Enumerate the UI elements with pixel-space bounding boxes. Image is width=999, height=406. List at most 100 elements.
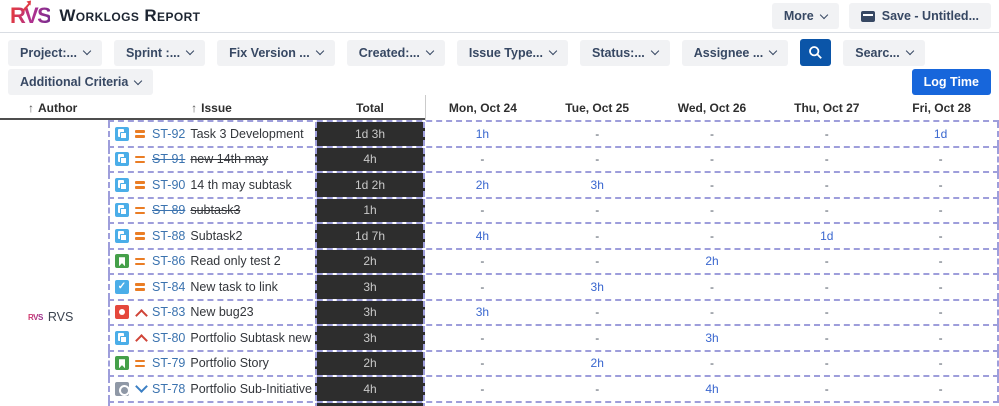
worklog-day-cell[interactable]: 2h: [705, 254, 719, 269]
worklog-day-cell[interactable]: -: [480, 356, 485, 371]
header-underline: [0, 118, 425, 120]
search-more-filter-button[interactable]: Searc...: [843, 39, 925, 66]
issue-key-link[interactable]: ST-90: [152, 177, 186, 192]
issue-key-link[interactable]: ST-78: [152, 381, 186, 396]
worklog-day-cell[interactable]: -: [709, 305, 714, 320]
worklog-day-cell[interactable]: 2h: [475, 177, 490, 192]
worklog-day-cell[interactable]: -: [595, 254, 600, 269]
worklog-day-cell[interactable]: -: [884, 147, 999, 171]
worklog-day-cell[interactable]: -: [480, 254, 485, 269]
worklog-day-cell[interactable]: -: [595, 152, 600, 167]
worklog-day-cell[interactable]: -: [824, 126, 829, 141]
more-button[interactable]: More: [771, 3, 839, 29]
worklog-day-cell[interactable]: 1d: [820, 228, 834, 243]
save-button[interactable]: Save - Untitled...: [848, 3, 991, 29]
worklog-day-cell[interactable]: -: [884, 224, 999, 248]
worklog-day-cell[interactable]: -: [824, 279, 829, 294]
worklog-day-cell[interactable]: 3h: [590, 279, 604, 294]
worklog-day-cell[interactable]: 4h: [475, 228, 490, 243]
worklog-day-cell[interactable]: -: [884, 173, 999, 197]
issue-key-link[interactable]: ST-86: [152, 254, 186, 269]
worklog-day-cell[interactable]: -: [824, 381, 829, 396]
total-cell: 1d 3h: [315, 122, 425, 146]
second-bar: Additional Criteria Log Time: [0, 69, 999, 95]
worklog-day-cell[interactable]: -: [884, 198, 999, 222]
worklog-day-cell[interactable]: -: [824, 254, 829, 269]
filter-label: Project:...: [20, 45, 77, 60]
issue-key-link[interactable]: ST-92: [152, 126, 186, 141]
filter-button-created[interactable]: Created:...: [346, 39, 445, 66]
worklog-day-cell[interactable]: -: [709, 203, 714, 218]
worklog-day-cell[interactable]: -: [824, 152, 829, 167]
issue-cell: ST-86 Read only test 2: [108, 249, 315, 273]
author-label: RVS RVS: [28, 310, 73, 324]
worklog-day-cell[interactable]: -: [709, 177, 714, 192]
worklog-day-cell[interactable]: -: [595, 203, 600, 218]
chevron-down-icon: [819, 10, 828, 19]
worklog-day-cell[interactable]: -: [709, 279, 714, 294]
priority-medium-icon: [134, 280, 147, 293]
worklog-day-cell[interactable]: -: [824, 356, 829, 371]
worklog-day-cell[interactable]: -: [709, 126, 714, 141]
issue-column-header[interactable]: ↑ Issue: [191, 101, 232, 115]
filter-button-status[interactable]: Status:...: [579, 39, 670, 66]
issue-cell: [108, 402, 315, 406]
worklog-day-cell[interactable]: 2h: [590, 356, 604, 371]
issue-key-link[interactable]: ST-83: [152, 305, 186, 320]
worklog-day-cell[interactable]: -: [709, 152, 714, 167]
filter-button-sprint[interactable]: Sprint :...: [113, 39, 206, 66]
worklog-day-cell[interactable]: -: [595, 228, 600, 243]
worklog-day-cell[interactable]: -: [595, 305, 600, 320]
worklog-day-cell[interactable]: 1d: [884, 122, 999, 146]
worklog-day-cell[interactable]: 3h: [475, 305, 490, 320]
worklog-day-cell[interactable]: -: [480, 279, 485, 294]
worklog-day-cell[interactable]: 1h: [475, 126, 490, 141]
issue-key-link[interactable]: ST-89: [152, 203, 186, 218]
worklog-day-cell[interactable]: -: [884, 249, 999, 273]
issue-key-link[interactable]: ST-79: [152, 356, 186, 371]
priority-medium-icon: [134, 127, 147, 140]
total-cell: 4h: [315, 147, 425, 171]
author-column-header[interactable]: ↑ Author: [28, 101, 78, 115]
chevron-down-icon: [905, 46, 914, 56]
worklog-day-cell[interactable]: -: [824, 203, 829, 218]
worklog-day-cell[interactable]: -: [480, 330, 485, 345]
issue-key-link[interactable]: ST-91: [152, 152, 186, 167]
table-row: ST-79 Portfolio Story 2h - 2h - - -: [108, 349, 999, 375]
worklog-day-cell[interactable]: -: [595, 330, 600, 345]
search-button[interactable]: [800, 39, 832, 66]
worklog-day-cell[interactable]: -: [824, 177, 829, 192]
worklog-day-cell[interactable]: -: [824, 330, 829, 345]
worklog-day-cell[interactable]: 3h: [705, 330, 719, 345]
issue-summary: New task to link: [190, 279, 278, 294]
worklog-day-cell[interactable]: -: [884, 377, 999, 401]
additional-criteria-button[interactable]: Additional Criteria: [8, 69, 154, 95]
worklog-day-cell[interactable]: 4h: [705, 381, 719, 396]
log-time-button[interactable]: Log Time: [911, 69, 991, 95]
worklog-day-cell[interactable]: -: [480, 381, 485, 396]
filter-button-issuetype[interactable]: Issue Type...: [456, 39, 568, 66]
filter-button-project[interactable]: Project:...: [8, 39, 102, 66]
worklog-day-cell[interactable]: -: [884, 351, 999, 375]
issue-key-link[interactable]: ST-84: [152, 279, 186, 294]
bug-issue-type-icon: [115, 305, 129, 320]
worklog-day-cell[interactable]: 3h: [590, 177, 604, 192]
issue-key-link[interactable]: ST-80: [152, 330, 186, 345]
priority-high-icon: [134, 306, 147, 319]
worklog-day-cell[interactable]: -: [884, 275, 999, 299]
filter-button-assignee[interactable]: Assignee ...: [681, 39, 789, 66]
table-row: ST-88 Subtask2 1d 7h 4h - - 1d -: [108, 222, 999, 248]
worklog-day-cell[interactable]: -: [595, 381, 600, 396]
issue-key-link[interactable]: ST-88: [152, 228, 186, 243]
worklog-day-cell[interactable]: -: [709, 356, 714, 371]
worklog-day-cell[interactable]: -: [884, 300, 999, 324]
worklog-day-cell[interactable]: -: [884, 326, 999, 350]
worklog-day-cell[interactable]: -: [480, 203, 485, 218]
worklog-day-cell[interactable]: -: [595, 126, 600, 141]
story-issue-type-icon: [115, 356, 129, 371]
filter-button-fixversion[interactable]: Fix Version ...: [217, 39, 335, 66]
worklog-day-cell[interactable]: -: [824, 305, 829, 320]
subtask-issue-type-icon: [115, 177, 129, 192]
worklog-day-cell[interactable]: -: [480, 152, 485, 167]
worklog-day-cell[interactable]: -: [709, 228, 714, 243]
